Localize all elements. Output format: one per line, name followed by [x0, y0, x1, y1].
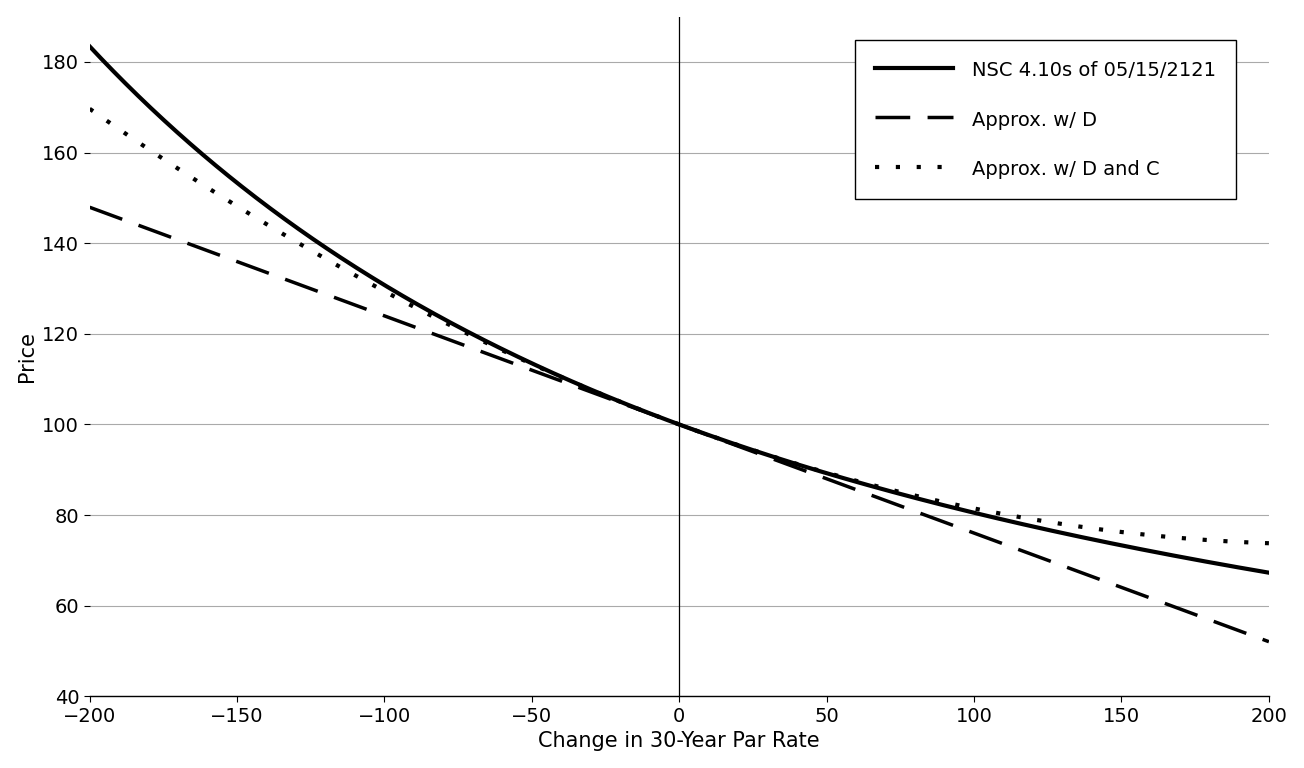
NSC 4.10s of 05/15/2121 — [202, 156, 218, 165]
NSC 4.10s of 05/15/2121 — [558, 375, 574, 384]
X-axis label: Change in 30-Year Par Rate: Change in 30-Year Par Rate — [539, 731, 820, 751]
NSC 4.10s of 05/15/2121 — [1261, 568, 1277, 578]
Approx. w/ D — [1001, 541, 1017, 551]
NSC 4.10s of 05/15/2121 — [82, 41, 98, 51]
Legend: NSC 4.10s of 05/15/2121, Approx. w/ D, Approx. w/ D and C: NSC 4.10s of 05/15/2121, Approx. w/ D, A… — [855, 40, 1236, 199]
Line: Approx. w/ D and C: Approx. w/ D and C — [90, 109, 1269, 543]
Approx. w/ D — [82, 203, 98, 212]
Line: NSC 4.10s of 05/15/2121: NSC 4.10s of 05/15/2121 — [90, 46, 1269, 573]
Approx. w/ D — [892, 501, 908, 510]
Approx. w/ D and C — [1261, 538, 1277, 548]
Y-axis label: Price: Price — [17, 331, 37, 382]
Approx. w/ D — [202, 247, 218, 257]
Approx. w/ D — [558, 379, 574, 388]
Approx. w/ D — [1022, 549, 1038, 558]
NSC 4.10s of 05/15/2121 — [1022, 521, 1038, 531]
Approx. w/ D and C — [1001, 511, 1017, 520]
Approx. w/ D and C — [82, 104, 98, 114]
Line: Approx. w/ D: Approx. w/ D — [90, 207, 1269, 642]
Approx. w/ D — [1261, 637, 1277, 647]
Approx. w/ D and C — [1022, 515, 1038, 524]
Approx. w/ D and C — [601, 392, 617, 402]
Approx. w/ D and C — [202, 184, 218, 194]
Approx. w/ D and C — [558, 375, 574, 384]
NSC 4.10s of 05/15/2121 — [892, 489, 908, 498]
Approx. w/ D and C — [892, 487, 908, 496]
NSC 4.10s of 05/15/2121 — [601, 392, 617, 402]
Approx. w/ D — [601, 394, 617, 403]
NSC 4.10s of 05/15/2121 — [1001, 516, 1017, 525]
